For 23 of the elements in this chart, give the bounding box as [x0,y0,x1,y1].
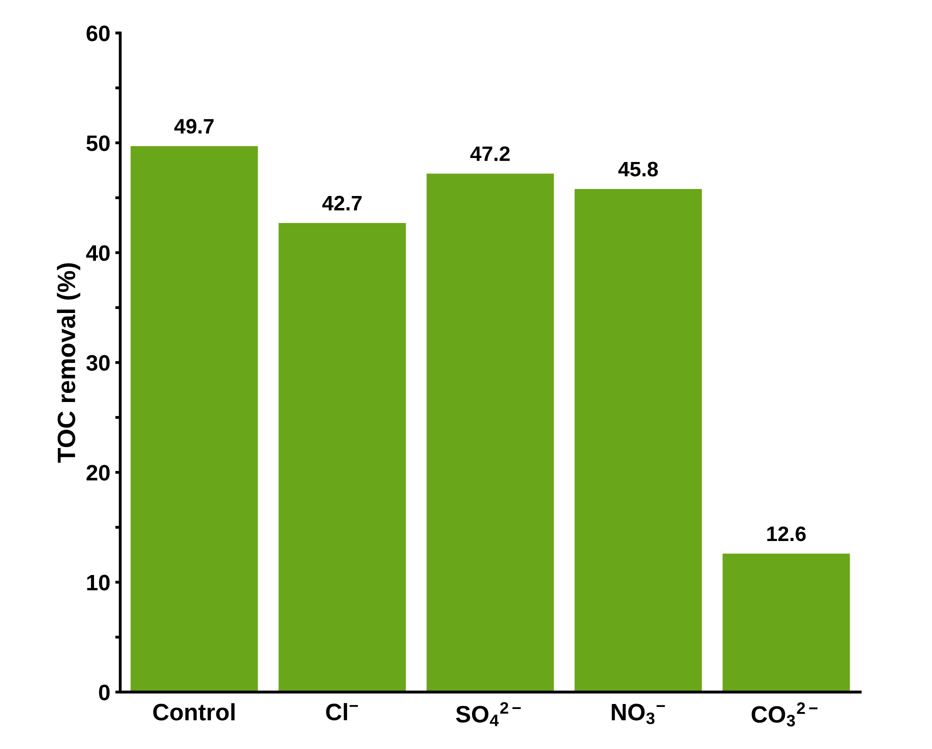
data-label: 12.6 [767,526,806,542]
bar [130,146,258,692]
y-axis-title: TOC removal (%) [56,263,80,463]
y-tick-label: 60 [86,25,110,42]
bar [426,174,554,692]
y-tick-label: 10 [87,574,110,590]
y-tick-label: 0 [99,684,110,700]
bar [278,223,406,692]
bar [574,188,702,692]
y-tick-label: 50 [86,135,110,152]
data-label: 42.7 [322,196,362,210]
y-tick-label: 20 [86,464,110,481]
x-tick-label: SO$_{4}$$^{2−}$ [456,702,521,726]
x-tick-label: CO$_{3}$$^{2−}$ [752,702,818,726]
x-tick-label: NO$_{3}$$^{−}$ [612,704,665,724]
x-tick-label: Control [153,703,235,721]
data-label: 45.8 [618,162,658,176]
x-tick-label: Cl$^{−}$ [326,703,358,720]
y-tick-label: 40 [86,245,110,261]
bar [722,554,850,692]
y-tick-label: 30 [86,355,110,371]
data-label: 47.2 [470,146,510,161]
data-label: 49.7 [174,118,214,134]
